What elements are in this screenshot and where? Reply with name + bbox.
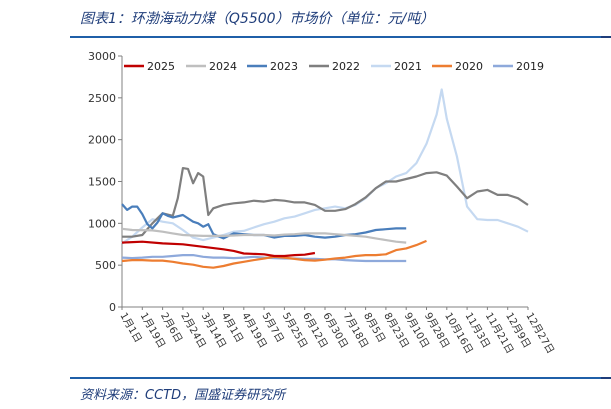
price-chart: 2025 2024 2023 2022 2021 2020 2019 0 500 1000 150… <box>88 50 557 356</box>
y-tick-label: 3000 <box>88 50 116 63</box>
chart-legend: 2025 2024 2023 2022 2021 2020 2019 <box>124 60 544 73</box>
page-title: 图表1：环渤海动力煤（Q5500）市场价（单位：元/吨） <box>80 11 435 27</box>
series-line-2025 <box>121 240 316 258</box>
x-tick-label: 12月27日 <box>523 311 556 356</box>
legend-label-2023: 2023 <box>270 60 298 73</box>
y-tick-label: 2000 <box>88 134 116 147</box>
header-rule-end <box>601 36 611 38</box>
legend-label-2024: 2024 <box>209 60 237 73</box>
legend-label-2021: 2021 <box>394 60 422 73</box>
legend-label-2022: 2022 <box>332 60 360 73</box>
series-line-2022 <box>122 167 529 238</box>
y-tick-label: 1500 <box>88 176 116 189</box>
header-rule <box>70 36 611 38</box>
y-axis: 0 500 1000 1500 2000 2500 3000 <box>88 50 123 314</box>
footer-rule-end <box>601 377 611 379</box>
y-tick-label: 2500 <box>88 92 116 105</box>
y-tick-label: 0 <box>109 301 116 314</box>
x-axis: 1月1日1月19日2月6日2月24日3月14日4月1日4月19日5月7日5月25… <box>117 306 557 356</box>
legend-label-2025: 2025 <box>147 60 175 73</box>
y-tick-label: 500 <box>95 259 116 272</box>
legend-label-2019: 2019 <box>516 60 544 73</box>
plot-lines <box>121 88 529 269</box>
series-line-2024 <box>121 227 407 244</box>
legend-label-2020: 2020 <box>455 60 483 73</box>
y-tick-label: 1000 <box>88 217 116 230</box>
footer-rule <box>70 377 611 379</box>
source-note: 资料来源：CCTD，国盛证券研究所 <box>80 388 286 403</box>
series-line-2021 <box>121 88 529 245</box>
series-line-2020 <box>121 239 427 269</box>
